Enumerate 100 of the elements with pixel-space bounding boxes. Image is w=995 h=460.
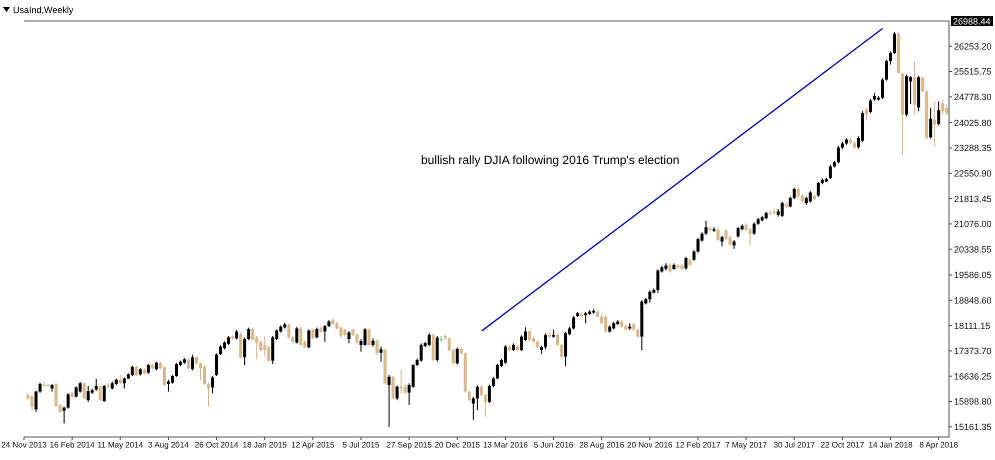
- candlestick: [788, 196, 792, 208]
- candlestick: [311, 328, 314, 340]
- candlestick: [219, 344, 222, 356]
- candlestick: [299, 326, 302, 346]
- candlestick: [247, 327, 250, 341]
- y-tick-label: 16636.25: [954, 371, 992, 382]
- candlestick: [868, 98, 872, 114]
- candlestick: [572, 316, 576, 330]
- y-tick-label: 24778.30: [954, 92, 992, 102]
- candlestick: [452, 348, 455, 365]
- candlestick: [468, 390, 471, 402]
- candlestick: [78, 381, 82, 394]
- candlestick: [937, 100, 940, 126]
- candlestick: [480, 384, 483, 396]
- candlestick: [34, 390, 38, 412]
- x-tick-label: 28 Aug 2016: [579, 440, 625, 450]
- candlestick: [30, 394, 34, 411]
- candlestick: [736, 226, 740, 238]
- candlestick: [315, 327, 318, 339]
- candlestick: [428, 332, 431, 346]
- candlestick: [941, 99, 944, 116]
- x-tick-label: 27 Sep 2015: [386, 440, 432, 450]
- candlestick: [215, 352, 218, 377]
- chart-title: UsaInd,Weekly: [13, 4, 74, 14]
- candlestick: [696, 237, 700, 254]
- candlestick: [130, 365, 134, 377]
- candlestick: [448, 336, 451, 352]
- candlestick: [66, 392, 70, 410]
- y-tick-label: 18111.15: [954, 320, 990, 331]
- y-tick-label: 18848.60: [954, 296, 992, 306]
- candlestick: [162, 366, 166, 387]
- candlestick: [134, 365, 138, 377]
- candlestick: [307, 328, 310, 349]
- x-tick-label: 7 May 2017: [725, 440, 768, 450]
- candlestick: [376, 338, 379, 355]
- candlestick: [62, 406, 66, 424]
- x-tick-label: 8 Apr 2018: [919, 440, 959, 450]
- candlestick: [392, 376, 395, 400]
- y-tick-label: 21813.45: [954, 194, 992, 204]
- candlestick: [94, 378, 98, 392]
- candlestick: [604, 314, 608, 334]
- x-tick-label: 11 May 2014: [97, 440, 144, 450]
- candlestick: [186, 358, 190, 370]
- candlestick: [716, 228, 720, 242]
- candlestick: [98, 385, 102, 402]
- annotation: bullish rally DJIA following 2016 Trump's election: [421, 153, 680, 167]
- x-tick-label: 3 Aug 2014: [148, 440, 190, 450]
- candlestick: [864, 107, 868, 120]
- candlestick: [684, 256, 688, 270]
- candlestick: [752, 222, 756, 236]
- candlestick: [267, 345, 270, 362]
- x-tick-label: 24 Nov 2013: [1, 440, 48, 450]
- candlestick: [748, 227, 752, 246]
- candlestick: [528, 330, 531, 342]
- candlestick: [380, 346, 383, 362]
- candlestick: [199, 362, 202, 380]
- candlestick: [118, 374, 122, 385]
- candlestick: [388, 374, 391, 428]
- candlestick: [86, 386, 90, 402]
- candlestick: [190, 354, 194, 371]
- candlestick: [808, 190, 812, 203]
- y-tick-label: 17373.70: [954, 346, 992, 356]
- x-tick-label: 26 Oct 2014: [194, 440, 239, 450]
- y-tick-label: 25515.75: [954, 66, 992, 77]
- candlestick: [74, 386, 78, 398]
- x-tick-label: 5 Jun 2016: [534, 440, 574, 450]
- candlestick: [166, 379, 170, 392]
- candlestick: [174, 362, 178, 378]
- candlestick: [921, 76, 924, 94]
- y-tick-label: 15161.35: [954, 422, 992, 432]
- x-tick-label: 5 Jul 2015: [342, 440, 380, 450]
- candlestick: [146, 364, 150, 374]
- x-tick-label: 20 Dec 2015: [434, 440, 480, 450]
- candlestick: [347, 330, 350, 344]
- candlestick: [368, 328, 371, 346]
- candlestick: [263, 336, 266, 358]
- candlestick: [122, 376, 126, 389]
- x-tick-label: 14 Jan 2018: [868, 440, 914, 450]
- candlestick: [720, 235, 724, 247]
- y-tick-label: 15898.80: [954, 396, 992, 407]
- x-tick-label: 12 Feb 2017: [676, 440, 721, 450]
- candlestick: [436, 335, 439, 362]
- candlestick: [420, 342, 423, 362]
- x-tick-label: 20 Nov 2016: [627, 440, 674, 450]
- candlestick: [704, 220, 708, 236]
- x-tick-label: 12 Apr 2015: [291, 440, 335, 450]
- candlestick: [496, 363, 499, 380]
- candlestick: [504, 344, 507, 364]
- x-tick-label: 22 Oct 2017: [820, 440, 865, 450]
- candlestick: [235, 330, 238, 340]
- x-tick-label: 16 Feb 2014: [50, 440, 96, 450]
- candlestick: [355, 332, 358, 344]
- candlestick: [38, 382, 42, 394]
- y-tick-label: 19586.05: [954, 270, 992, 280]
- candlestick: [656, 268, 660, 294]
- candlestick: [492, 376, 495, 388]
- candlestick: [456, 347, 459, 365]
- x-tick-label: 18 Jan 2015: [242, 440, 288, 450]
- candlestick: [648, 290, 652, 304]
- candlestick: [287, 323, 290, 339]
